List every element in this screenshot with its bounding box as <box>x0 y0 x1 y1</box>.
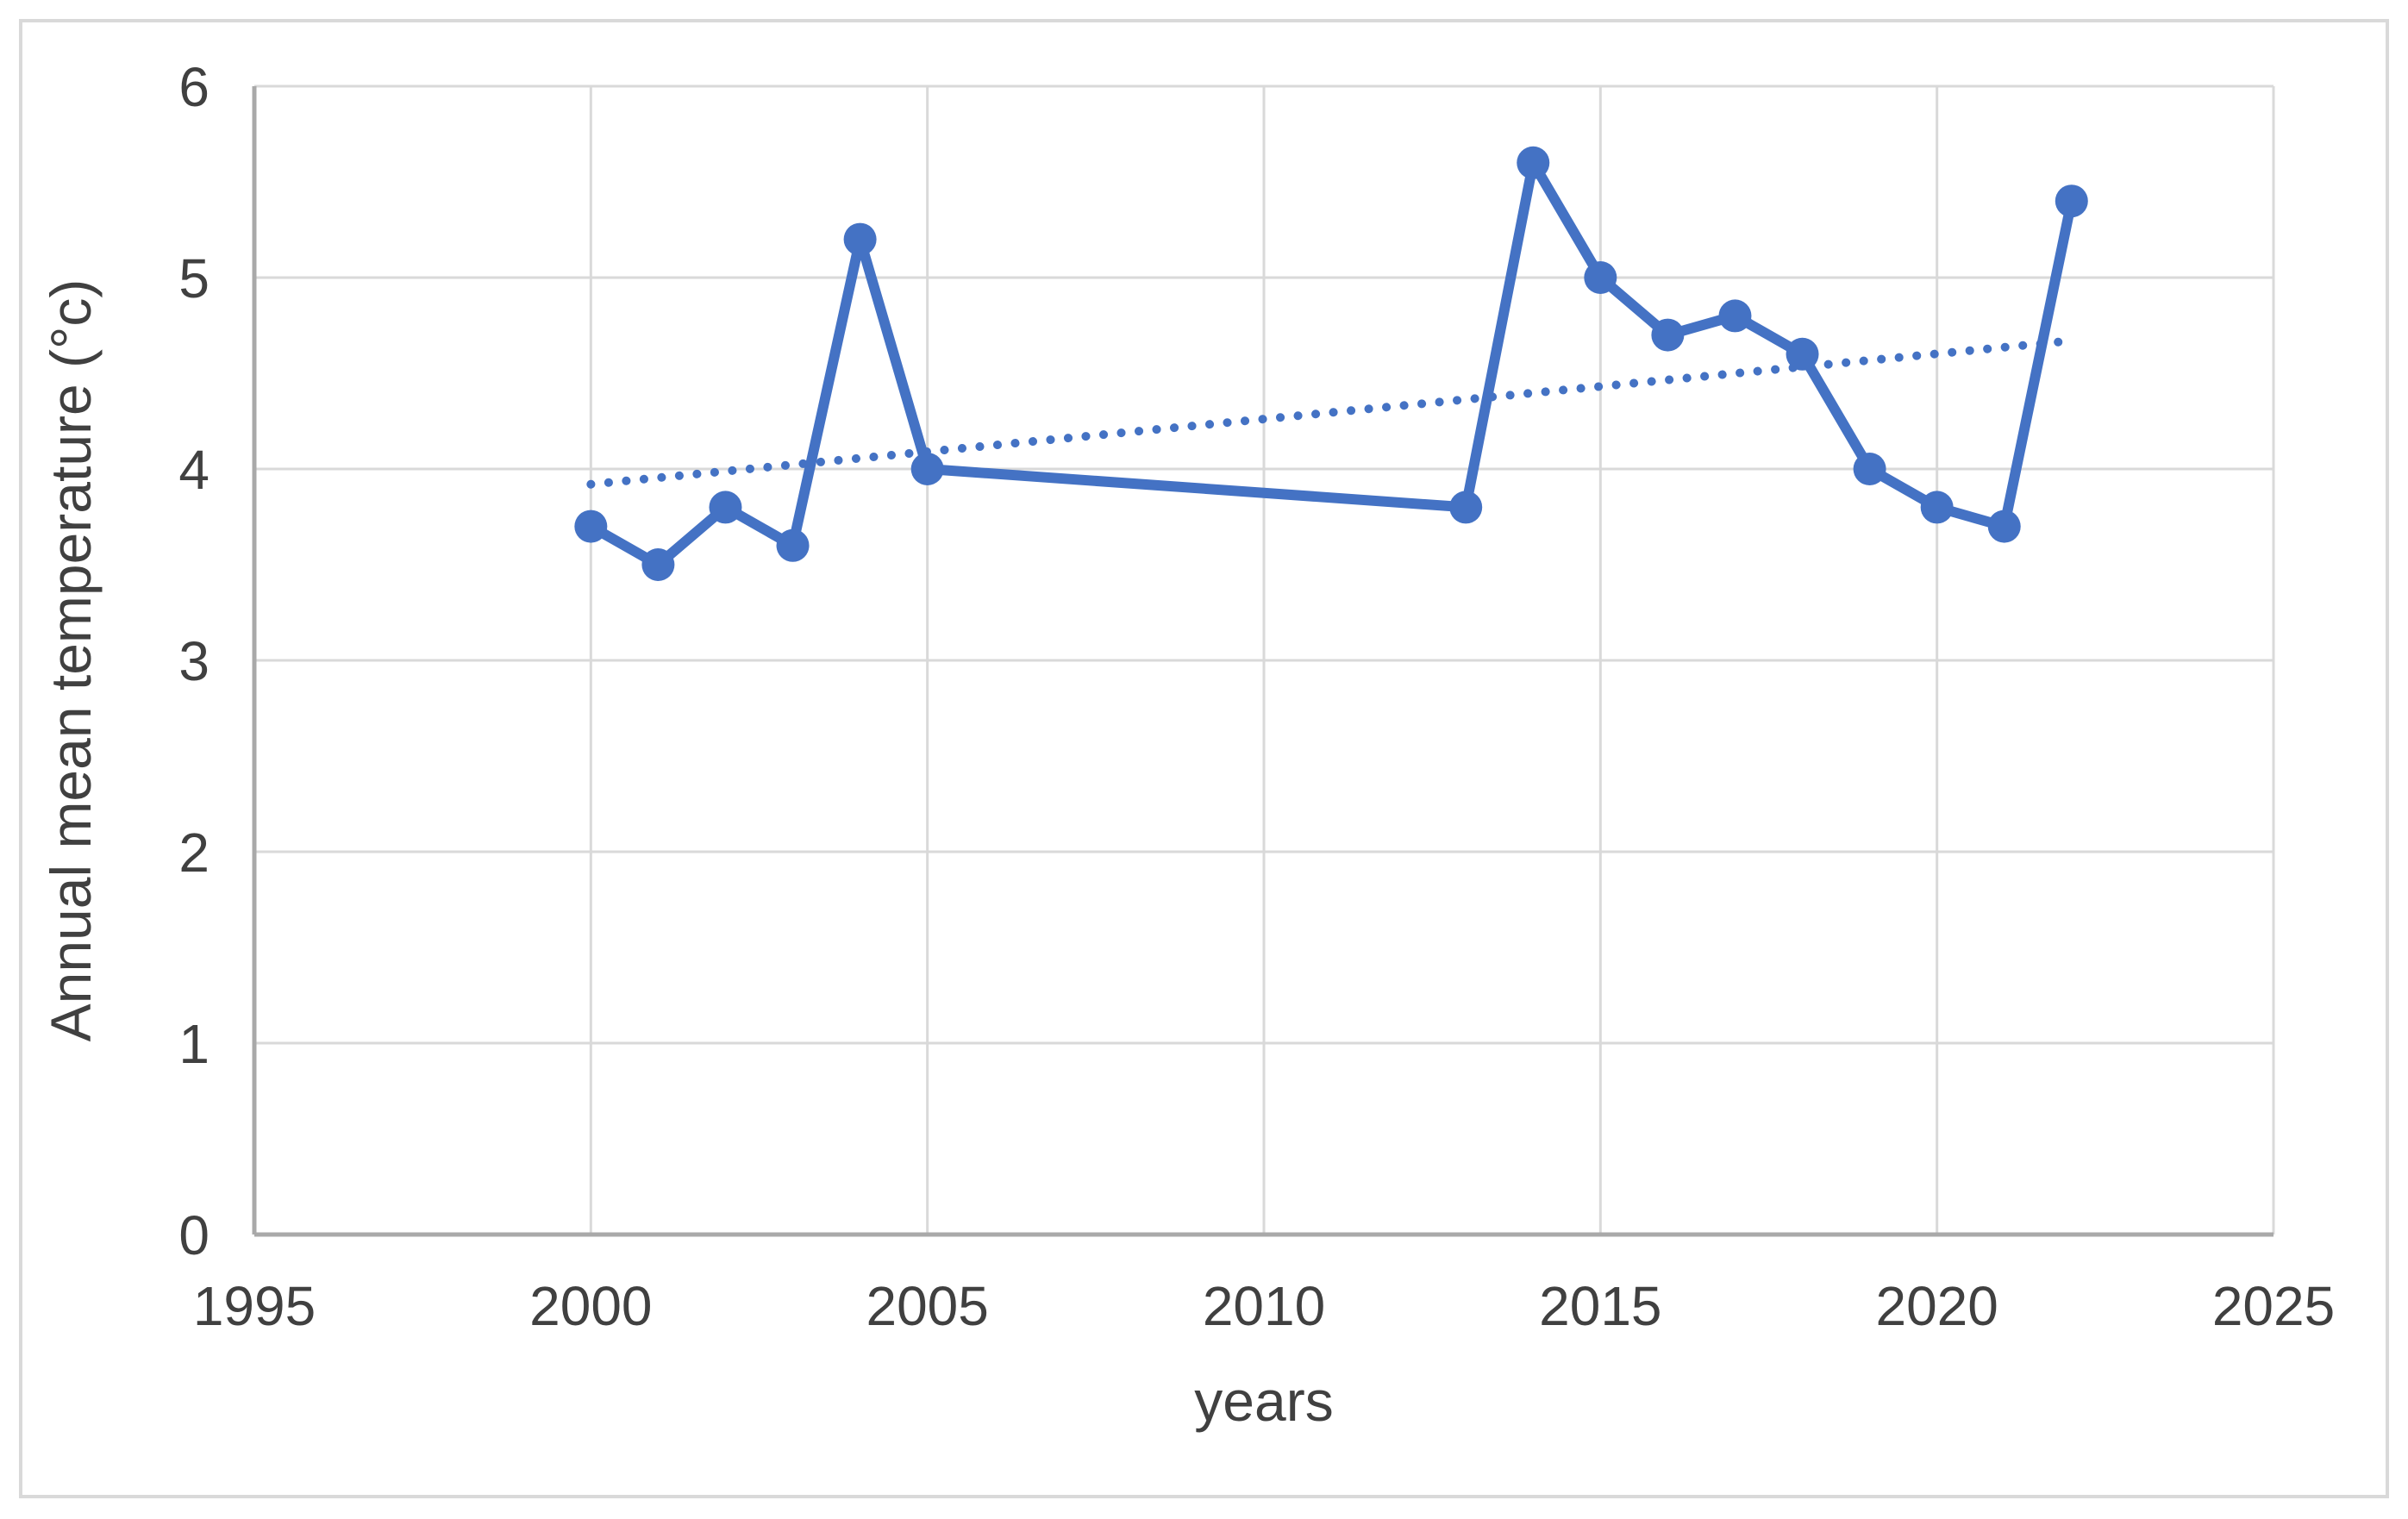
y-axis-title: Annual mean temperature (°c) <box>39 279 103 1042</box>
x-tick-label: 2015 <box>1539 1275 1661 1337</box>
data-series-line <box>585 157 2077 570</box>
data-point-marker <box>776 528 810 562</box>
x-tick-label: 2020 <box>1875 1275 1998 1337</box>
x-tick-label: 2010 <box>1203 1275 1325 1337</box>
y-tick-label: 0 <box>178 1204 210 1266</box>
y-tick-label: 5 <box>178 247 210 309</box>
data-point-marker <box>709 491 742 524</box>
y-tick-label: 1 <box>178 1013 210 1075</box>
gridlines <box>254 84 2275 1235</box>
data-point-marker <box>1987 509 2021 543</box>
data-point-marker <box>1517 146 1550 179</box>
x-tick-label: 2025 <box>2212 1275 2335 1337</box>
x-tick-label: 2000 <box>529 1275 652 1337</box>
x-tick-label: 1995 <box>193 1275 316 1337</box>
y-tick-label: 2 <box>178 822 210 884</box>
data-point-marker <box>1584 261 1617 294</box>
y-tick-label: 3 <box>178 630 210 692</box>
x-tick-label: 2005 <box>866 1275 988 1337</box>
linear-trendline <box>586 336 2076 489</box>
data-point-marker <box>574 509 608 543</box>
tick-labels: 0 1 2 3 4 5 6 1995 2000 2005 2010 2015 2020 2025 <box>178 56 2335 1337</box>
y-tick-label: 4 <box>178 439 210 501</box>
data-point-marker <box>1920 491 1954 524</box>
axis-lines <box>252 86 2274 1237</box>
trendline-group <box>586 336 2076 489</box>
data-point-marker <box>641 548 675 581</box>
data-point-marker <box>1651 318 1685 352</box>
figure-border <box>19 19 2389 1498</box>
data-point-marker <box>1853 453 1886 485</box>
data-point-marker <box>2055 184 2088 218</box>
data-point-marker <box>1449 491 1483 524</box>
data-point-marker <box>843 222 877 256</box>
y-tick-label: 6 <box>178 56 210 118</box>
data-point-marker <box>1786 337 1819 371</box>
x-axis-title: years <box>1194 1369 1333 1433</box>
data-point-marker <box>910 453 944 485</box>
data-series-group <box>574 146 2088 581</box>
data-point-marker <box>1718 299 1752 333</box>
